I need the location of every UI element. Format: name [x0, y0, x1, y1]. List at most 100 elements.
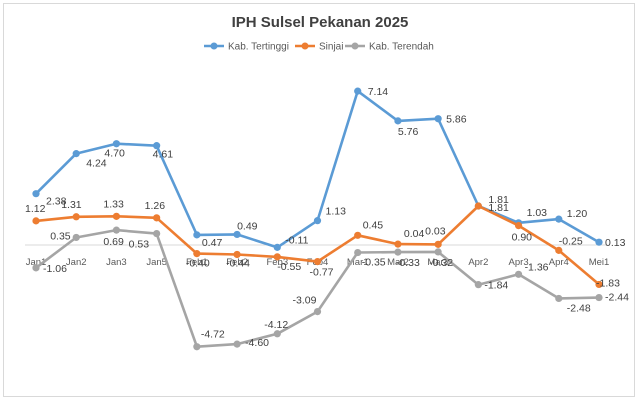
category-axis: Jan1Jan2Jan3Jan5Feb1Feb2Feb3Feb4Mar1Mar2… — [25, 244, 610, 268]
legend-item-sinjai: Sinjai — [295, 42, 343, 53]
data-label-sinjai: -0.44 — [226, 257, 250, 269]
data-label-kab-terendah: -4.72 — [201, 329, 225, 341]
data-labels: 2.38 4.244.70 4.61 0.47 0.49 -0.11 1.13 7.14 5.7… — [25, 86, 629, 349]
data-label-sinjai: 1.31 — [61, 199, 82, 211]
data-label-kab-terendah: -0.35 — [362, 257, 386, 269]
data-point — [595, 238, 603, 246]
data-point — [514, 222, 523, 230]
data-label-kab-tertinggi: 0.47 — [202, 237, 223, 249]
data-point — [273, 243, 281, 251]
data-point — [313, 307, 322, 316]
data-point — [153, 214, 161, 222]
data-point — [233, 230, 241, 239]
data-point — [313, 217, 322, 225]
data-point — [72, 213, 80, 221]
data-label-kab-terendah: -0.32 — [429, 257, 453, 269]
data-label-kab-terendah: 0.35 — [50, 230, 71, 242]
data-point — [595, 293, 603, 302]
data-point — [112, 226, 121, 234]
x-tick-label: Jan1 — [26, 257, 47, 268]
data-label-sinjai: -0.55 — [277, 261, 301, 273]
chart-area — [3, 3, 635, 397]
data-point — [394, 240, 402, 248]
data-point — [434, 248, 442, 256]
data-point — [273, 253, 281, 261]
data-label-kab-terendah: -2.48 — [567, 302, 591, 314]
data-point — [354, 231, 362, 239]
series-kab-terendah — [32, 226, 603, 351]
data-label-kab-terendah: -1.06 — [43, 263, 67, 275]
data-label-kab-tertinggi: 4.70 — [104, 148, 125, 160]
data-label-sinjai: 1.81 — [488, 202, 509, 214]
data-point — [474, 281, 482, 289]
data-point — [354, 248, 362, 257]
x-tick-label: Mar1 — [347, 257, 369, 268]
data-point — [193, 231, 201, 239]
data-label-kab-tertinggi: 7.14 — [368, 86, 389, 98]
data-point — [273, 330, 281, 338]
x-tick-label: Jan5 — [146, 257, 167, 268]
x-tick-label: Apr4 — [549, 257, 569, 268]
data-point — [555, 246, 563, 254]
x-tick-label: Feb1 — [186, 257, 208, 268]
legend-label: Kab. Tertinggi — [228, 42, 289, 53]
data-label-kab-tertinggi: -0.11 — [285, 234, 308, 246]
legend-marker — [351, 42, 359, 50]
chart-title: IPH Sulsel Pekanan 2025 — [232, 14, 409, 31]
data-point — [514, 270, 523, 278]
data-point — [474, 202, 482, 210]
legend-label: Kab. Terendah — [369, 42, 434, 53]
legend-marker — [301, 42, 309, 50]
x-tick-label: Mei1 — [589, 257, 610, 268]
data-point — [555, 215, 563, 223]
series-layer — [32, 87, 603, 351]
data-point — [112, 212, 121, 220]
x-tick-label: Apr2 — [468, 257, 488, 268]
data-point — [193, 343, 201, 351]
data-label-kab-terendah: -4.12 — [264, 319, 288, 331]
data-label-kab-tertinggi: 1.03 — [527, 207, 548, 219]
data-label-sinjai: -0.77 — [310, 267, 334, 279]
data-point — [32, 264, 40, 272]
x-tick-label: Feb3 — [266, 257, 288, 268]
data-point — [313, 257, 322, 266]
data-point — [72, 233, 80, 242]
data-label-sinjai: 0.45 — [363, 219, 384, 231]
x-tick-label: Jan2 — [66, 257, 87, 268]
data-label-sinjai: 0.90 — [512, 232, 533, 244]
data-label-sinjai: -1.83 — [596, 277, 620, 289]
legend-label: Sinjai — [319, 42, 343, 53]
data-point — [32, 217, 40, 225]
legend-item-kab-terendah: Kab. Terendah — [345, 42, 434, 53]
data-label-kab-tertinggi: 4.61 — [153, 149, 174, 161]
x-tick-label: Mar2 — [387, 257, 409, 268]
data-label-kab-tertinggi: 4.24 — [86, 158, 107, 170]
data-label-kab-terendah: -3.09 — [293, 295, 317, 307]
data-point — [394, 248, 402, 256]
data-point — [595, 280, 603, 289]
data-point — [32, 190, 40, 198]
data-label-kab-terendah: -1.84 — [484, 280, 508, 292]
data-point — [434, 115, 442, 123]
data-point — [193, 250, 201, 258]
legend-marker — [210, 42, 218, 50]
data-point — [72, 150, 80, 158]
data-label-kab-tertinggi: 0.49 — [237, 220, 258, 232]
data-label-sinjai: 1.33 — [103, 198, 124, 210]
data-label-kab-terendah: -2.44 — [605, 292, 629, 304]
data-point — [233, 340, 241, 348]
data-label-sinjai: -0.25 — [559, 235, 583, 247]
data-point — [153, 229, 161, 238]
data-point — [555, 294, 563, 303]
data-label-kab-terendah: -0.33 — [396, 257, 420, 269]
data-point — [153, 142, 161, 150]
data-label-kab-terendah: -4.60 — [245, 337, 269, 349]
data-label-sinjai: 0.04 — [404, 228, 425, 240]
x-tick-label: Apr3 — [509, 257, 529, 268]
data-point — [434, 240, 442, 248]
data-label-sinjai: -0.40 — [186, 258, 210, 270]
data-label-kab-tertinggi: 1.13 — [326, 206, 347, 218]
x-tick-label: Jan3 — [106, 257, 127, 268]
data-label-kab-terendah: 0.69 — [103, 236, 124, 248]
data-label-kab-tertinggi: 5.86 — [446, 114, 467, 126]
